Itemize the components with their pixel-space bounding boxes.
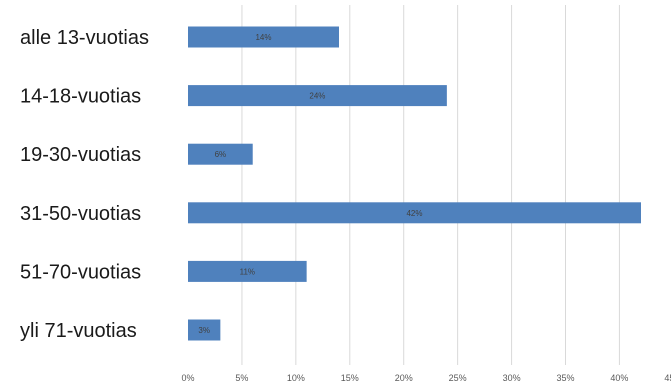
bar-5 <box>188 319 221 341</box>
bar-3 <box>188 202 641 224</box>
bar-0 <box>188 26 339 48</box>
data-label-1: 24% <box>309 92 325 101</box>
label-layer: 0% 5% 10% 15% 20% 25% 30% 35% 40% 45% 14% alle 13-v… <box>20 27 671 383</box>
grid-layer <box>241 5 620 365</box>
bar-4 <box>188 260 307 282</box>
data-label-0: 14% <box>255 33 271 42</box>
data-label-5: 3% <box>198 326 210 335</box>
x-tick-label-40: 40% <box>610 373 628 383</box>
category-label-1: 14-18-vuotias <box>20 86 141 108</box>
category-label-3: 31-50-vuotias <box>20 203 141 225</box>
x-tick-label-10: 10% <box>287 373 305 383</box>
x-tick-label-15: 15% <box>341 373 359 383</box>
x-tick-label-35: 35% <box>556 373 574 383</box>
x-tick-label-25: 25% <box>449 373 467 383</box>
category-label-0: alle 13-vuotias <box>20 27 149 49</box>
x-tick-label-0: 0% <box>181 373 194 383</box>
data-label-2: 6% <box>215 150 227 159</box>
x-tick-label-5: 5% <box>235 373 248 383</box>
bar-1 <box>188 85 447 107</box>
bar-2 <box>188 143 253 165</box>
x-tick-label-20: 20% <box>395 373 413 383</box>
x-tick-label-45: 45% <box>664 373 671 383</box>
category-label-2: 19-30-vuotias <box>20 144 141 166</box>
data-label-4: 11% <box>240 267 255 276</box>
bar-layer <box>188 26 641 341</box>
category-label-4: 51-70-vuotias <box>20 261 141 283</box>
x-tick-label-30: 30% <box>503 373 521 383</box>
category-label-5: yli 71-vuotias <box>20 320 137 342</box>
data-label-3: 42% <box>406 209 422 218</box>
